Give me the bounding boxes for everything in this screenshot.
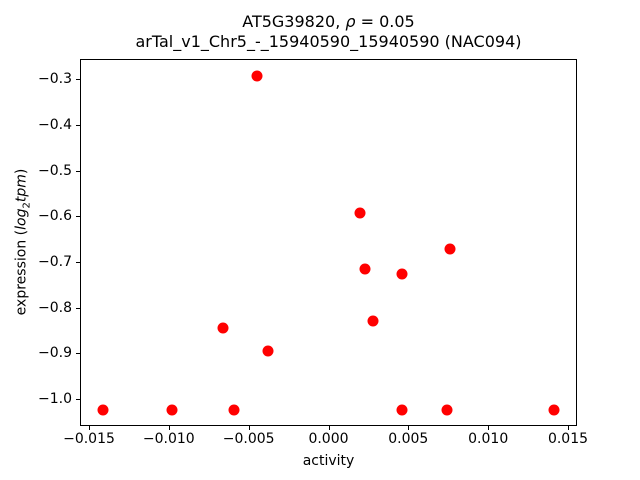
data-point (97, 404, 109, 416)
data-point (396, 404, 408, 416)
y-tick-mark (76, 216, 80, 218)
x-tick-mark (328, 426, 330, 430)
y-tick-label: −0.7 (38, 253, 72, 270)
chart-title-line-2: arTal_v1_Chr5_-_15940590_15940590 (NAC09… (135, 32, 522, 51)
x-tick-label: −0.015 (63, 431, 115, 447)
x-tick-mark (568, 426, 569, 430)
data-point (548, 404, 560, 416)
y-tick-mark (76, 79, 80, 81)
y-tick-label: −0.9 (38, 345, 72, 362)
x-tick-mark (248, 426, 250, 430)
data-point (441, 404, 453, 416)
y-tick-mark (76, 124, 80, 126)
data-point (228, 404, 240, 416)
x-tick-mark (408, 426, 410, 430)
data-point (262, 345, 274, 356)
data-point (359, 263, 371, 275)
x-tick-label: 0.015 (547, 431, 589, 447)
data-point (367, 315, 379, 327)
y-tick-mark (76, 261, 80, 263)
title-gene-id: AT5G39820, (242, 12, 346, 31)
y-axis-label: expression (log2tpm) (14, 169, 33, 316)
x-tick-label: −0.005 (222, 431, 275, 447)
y-tick-mark (76, 170, 80, 172)
x-tick-mark (89, 426, 90, 430)
x-tick-label: 0.000 (308, 431, 349, 447)
data-point (354, 207, 366, 219)
data-point (166, 404, 178, 416)
plot-area (80, 59, 577, 426)
title-rho-value: = 0.05 (355, 12, 415, 31)
y-tick-mark (76, 399, 80, 400)
data-point (251, 70, 263, 81)
x-tick-mark (488, 426, 490, 430)
y-tick-mark (76, 353, 80, 355)
y-tick-label: −0.4 (38, 116, 72, 133)
chart-title-line-1: AT5G39820, ρ = 0.05 (80, 12, 577, 32)
chart-title: AT5G39820, ρ = 0.05 arTal_v1_Chr5_-_1594… (80, 12, 577, 52)
x-tick-label: 0.005 (388, 431, 429, 447)
y-tick-label: −0.6 (38, 208, 72, 225)
y-tick-label: −0.3 (38, 71, 72, 88)
data-point (396, 268, 408, 280)
data-point (217, 322, 229, 334)
y-tick-label: −0.5 (38, 162, 72, 179)
x-tick-label: −0.010 (142, 431, 195, 447)
y-tick-label: −0.8 (38, 299, 72, 316)
data-point (444, 243, 456, 255)
x-tick-mark (168, 426, 170, 430)
y-tick-label: −1.0 (38, 391, 72, 407)
y-tick-mark (76, 307, 80, 309)
rho-symbol: ρ (345, 12, 356, 31)
x-axis-label: activity (302, 453, 355, 469)
x-tick-label: 0.010 (468, 431, 509, 447)
